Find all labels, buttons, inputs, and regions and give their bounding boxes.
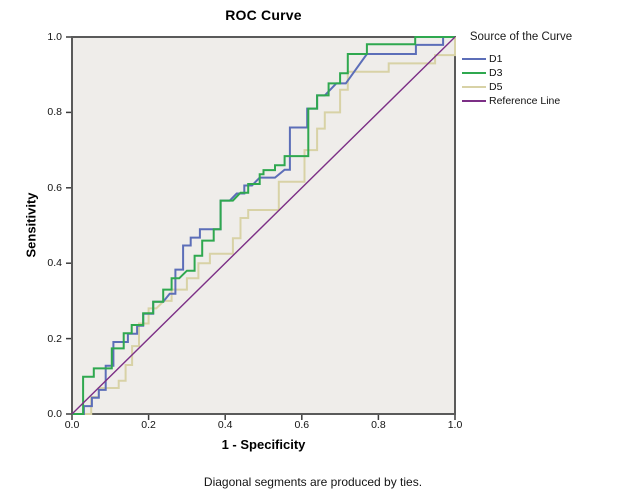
legend-label-reference-line: Reference Line [489, 94, 561, 107]
legend: Source of the Curve D1 D3 D5 Reference L… [462, 30, 620, 107]
legend-swatch-d3-line-icon [462, 71, 486, 74]
chart-title: ROC Curve [225, 7, 302, 23]
legend-item-d5: D5 [462, 80, 620, 93]
x-axis-title: 1 - Specificity [221, 437, 306, 452]
x-tick-label: 0.4 [217, 419, 233, 431]
x-tick-label: 0.8 [371, 419, 386, 431]
legend-swatch-d5-line-icon [462, 85, 486, 88]
legend-title: Source of the Curve [469, 31, 573, 43]
y-tick-label: 0.2 [47, 332, 62, 345]
roc-plot-area [66, 36, 456, 420]
legend-label-d1: D1 [489, 52, 503, 65]
y-tick-label: 0.0 [47, 408, 62, 420]
y-axis-title: Sensitivity [23, 192, 39, 258]
y-tick-label: 0.6 [47, 181, 62, 194]
legend-item-d3: D3 [462, 66, 620, 79]
chart-footnote: Diagonal segments are produced by ties. [203, 475, 423, 489]
legend-item-d1: D1 [462, 52, 620, 65]
x-tick-label: 0.6 [294, 419, 310, 431]
y-tick-label: 0.4 [47, 257, 62, 270]
legend-items: D1 D3 D5 Reference Line [462, 52, 620, 107]
x-tick-label: 0.0 [64, 419, 80, 431]
legend-swatch-reference-line-icon [462, 99, 486, 102]
y-tick-label: 1.0 [47, 31, 62, 43]
legend-label-d5: D5 [489, 80, 503, 93]
legend-swatch-d1-line-icon [462, 57, 486, 60]
x-tick-label: 1.0 [447, 419, 463, 431]
legend-item-reference-line: Reference Line [462, 94, 620, 107]
legend-label-d3: D3 [489, 66, 503, 79]
y-tick-label: 0.8 [47, 106, 62, 119]
x-tick-label: 0.2 [141, 419, 156, 431]
